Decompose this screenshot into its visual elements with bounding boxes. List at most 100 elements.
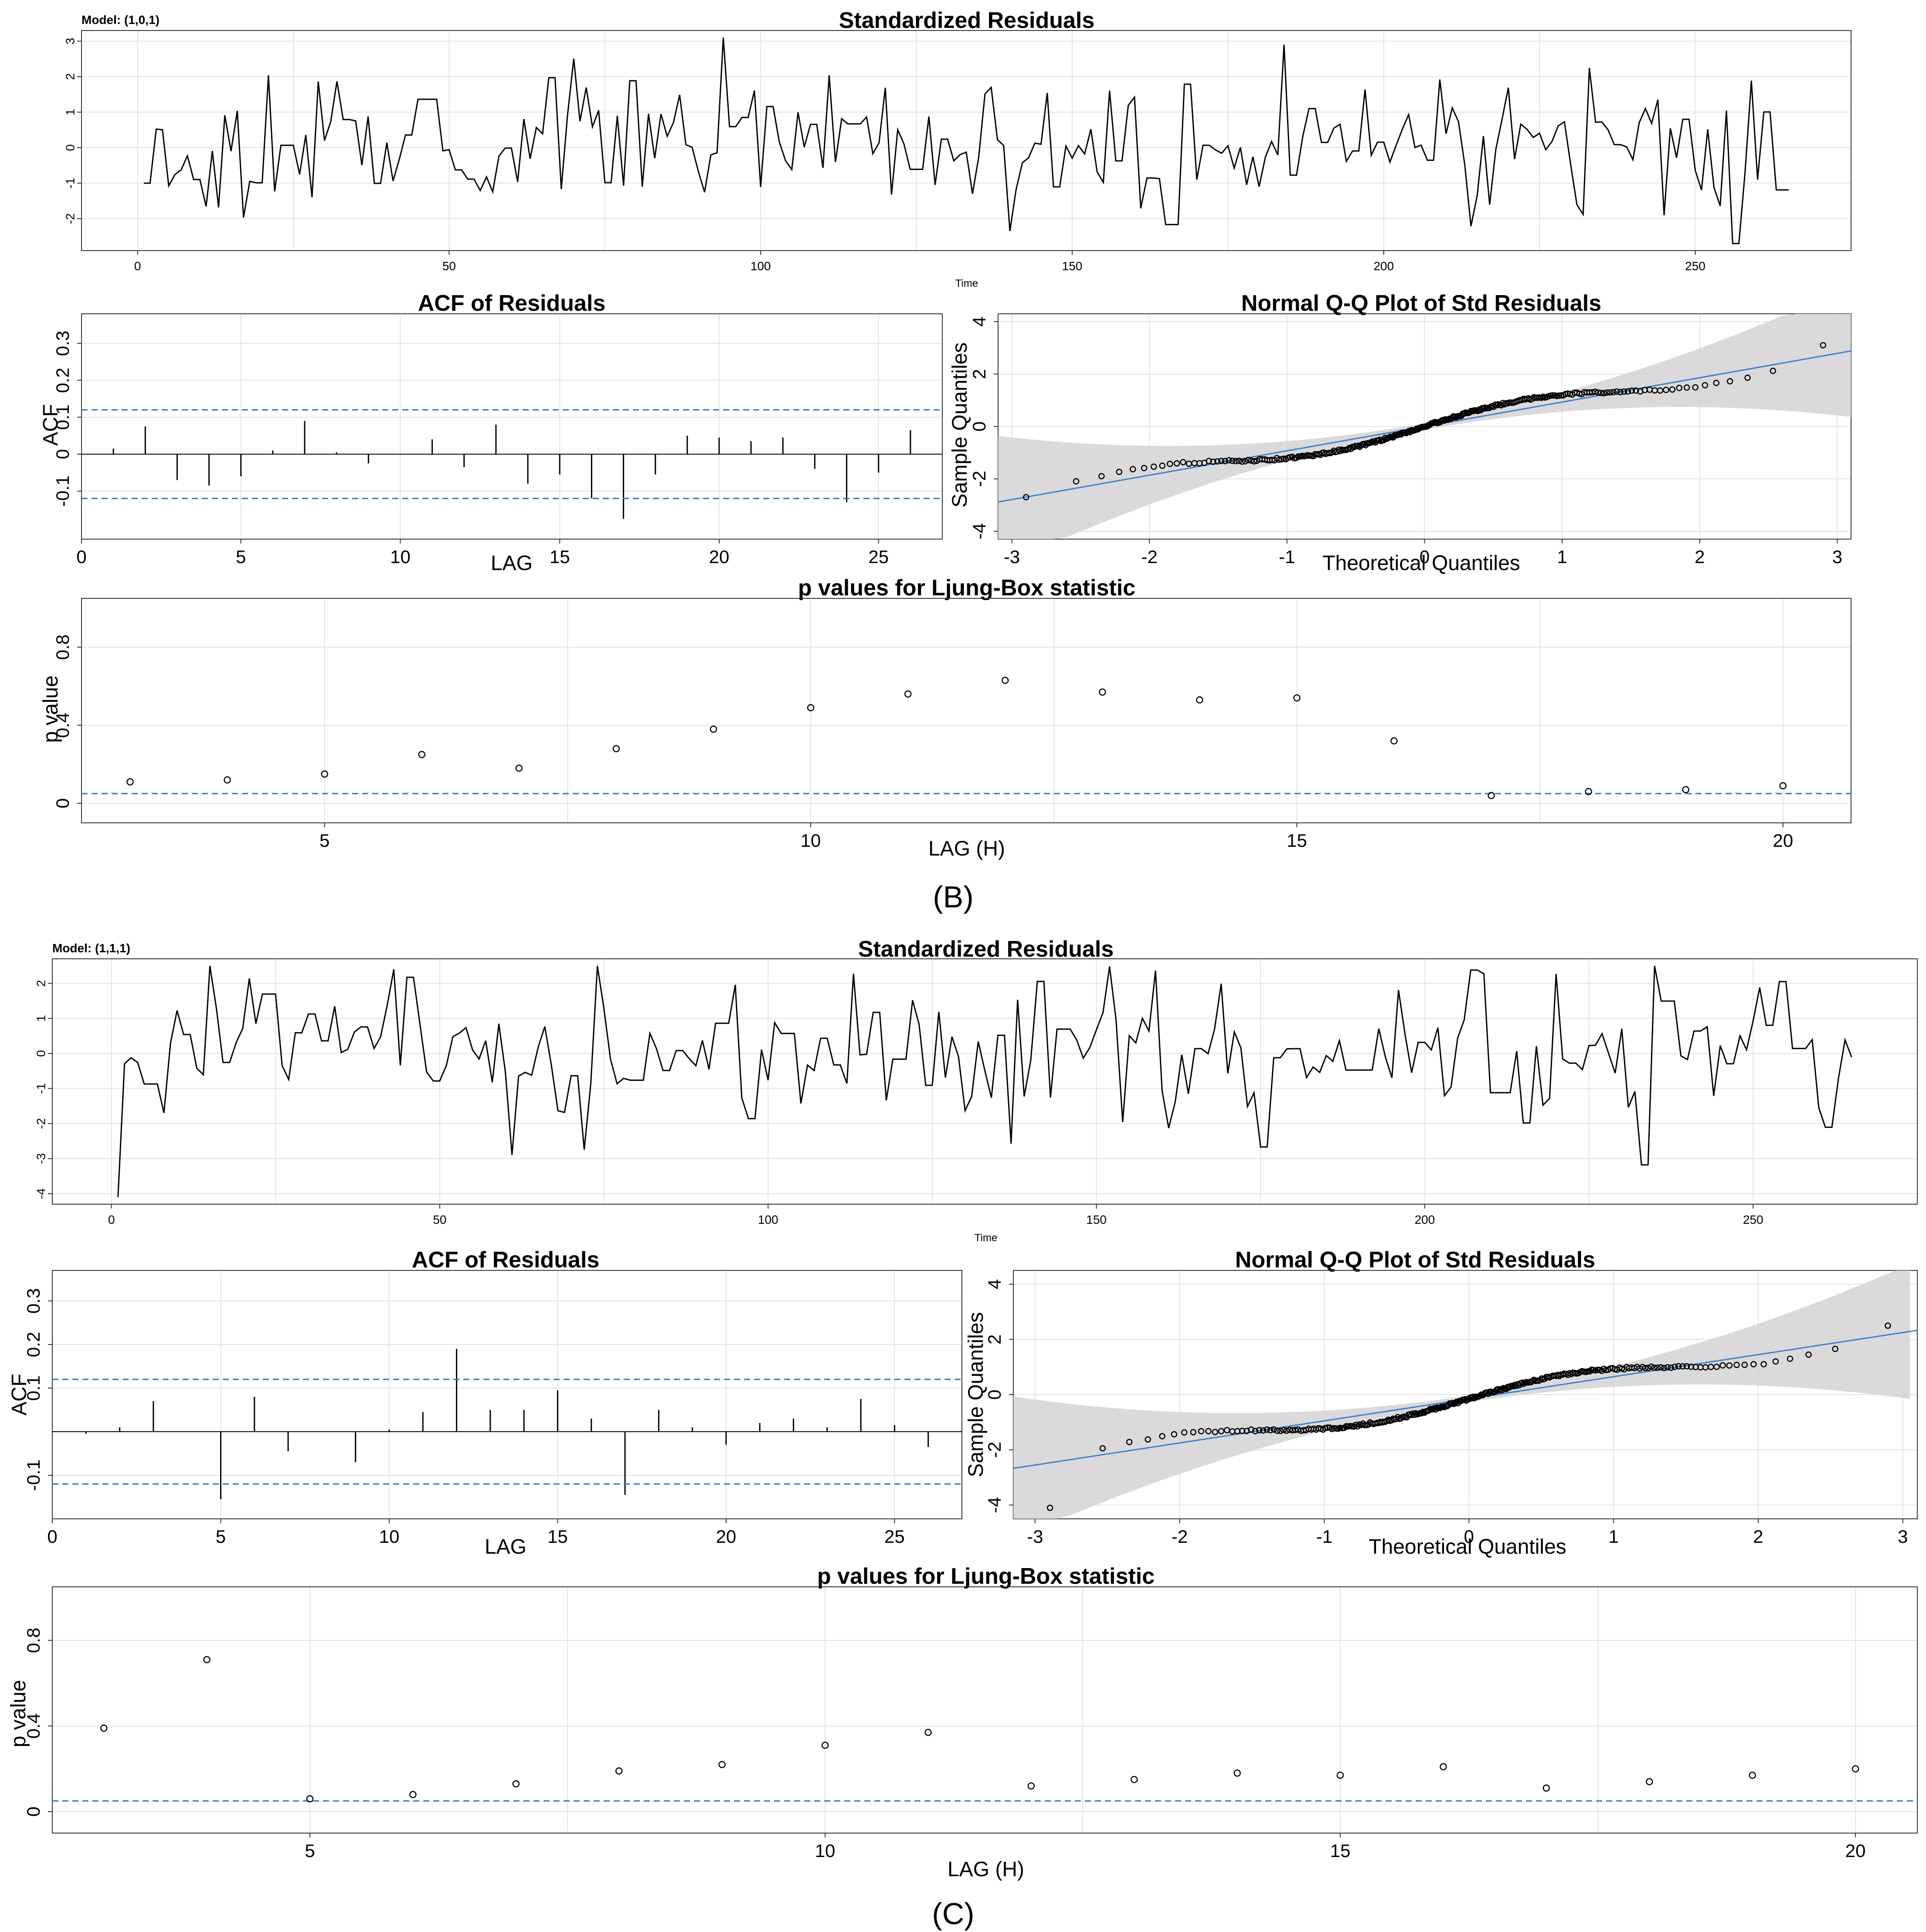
lb-xlabel-b: LAG (H) xyxy=(928,837,1005,860)
lb-point xyxy=(615,1767,623,1775)
qq-point xyxy=(1600,390,1607,397)
x-tick-label: 1 xyxy=(1557,547,1567,567)
qq-point xyxy=(1639,1364,1646,1370)
qq-point xyxy=(1594,1366,1601,1373)
x-tick-label: 15 xyxy=(1330,1840,1351,1861)
y-tick-label: 0 xyxy=(23,1806,44,1817)
lb-point xyxy=(1440,1763,1447,1770)
x-tick-label: 20 xyxy=(716,1526,737,1547)
lb-point xyxy=(321,770,328,778)
x-tick-label: -1 xyxy=(1279,547,1295,567)
y-tick-label: 3 xyxy=(63,38,77,45)
qq-point xyxy=(1664,1364,1671,1371)
y-tick-label: 4 xyxy=(969,316,989,326)
x-tick-label: 5 xyxy=(216,1526,226,1547)
qq-plot-c: -3 -2 -1 0 1 2 3 -4 -2 0 2 4 xyxy=(984,1270,1918,1547)
qq-point xyxy=(1129,466,1136,472)
y-tick-label: 1 xyxy=(34,1015,48,1022)
y-tick-label: -2 xyxy=(34,1118,48,1129)
x-tick-label: 200 xyxy=(1373,259,1394,273)
qq-point xyxy=(1770,367,1777,374)
qq-point xyxy=(1648,1363,1654,1370)
qq-point xyxy=(1218,1428,1225,1435)
y-tick-label: -4 xyxy=(984,1497,1005,1513)
qq-point xyxy=(1595,389,1601,396)
acf-xlabel-b: LAG xyxy=(491,552,533,575)
qq-point xyxy=(1376,436,1383,443)
qq-point xyxy=(1726,1362,1733,1369)
qq-point xyxy=(1679,1363,1686,1370)
qq-point xyxy=(1171,1431,1178,1438)
lb-point xyxy=(306,1795,314,1803)
qq-point xyxy=(1151,463,1157,470)
lb-point xyxy=(710,725,717,733)
qq-xlabel-b: Theoretical Quantiles xyxy=(1322,552,1520,575)
qq-ylabel-b: Sample Quantiles xyxy=(948,343,971,508)
qq-point xyxy=(1283,1427,1290,1434)
qq-point xyxy=(1663,387,1669,393)
lb-title-c: p values for Ljung-Box statistic xyxy=(817,1564,1155,1589)
qq-point xyxy=(1675,1363,1682,1370)
y-tick-label: 0 xyxy=(52,449,73,459)
qq-point xyxy=(1719,1362,1726,1369)
lb-point xyxy=(924,1728,932,1736)
lb-point xyxy=(126,778,134,786)
qq-xlabel-c: Theoretical Quantiles xyxy=(1369,1535,1566,1559)
x-tick-label: 0 xyxy=(1464,1526,1474,1547)
x-tick-label: 3 xyxy=(1898,1526,1908,1547)
qq-point xyxy=(1820,342,1827,349)
x-tick-label: 10 xyxy=(390,547,411,567)
qq-confidence-band xyxy=(1013,1270,1910,1519)
qq-point xyxy=(1832,1345,1838,1352)
y-tick-label: 0.4 xyxy=(23,1713,44,1738)
qq-point xyxy=(1206,458,1212,465)
x-tick-label: 10 xyxy=(801,830,821,851)
qq-point xyxy=(1713,380,1720,386)
x-tick-label: 20 xyxy=(1845,1840,1866,1861)
qq-point xyxy=(1713,1363,1720,1370)
qq-point xyxy=(1361,441,1368,447)
qq-point xyxy=(1173,460,1180,467)
y-tick-label: 0.2 xyxy=(52,367,73,393)
qq-point xyxy=(1264,1426,1270,1433)
y-tick-label: 0 xyxy=(63,144,77,151)
y-tick-label: -2 xyxy=(63,213,77,224)
qq-point xyxy=(1657,1364,1664,1371)
qq-point xyxy=(1236,458,1242,464)
x-tick-label: 100 xyxy=(751,259,771,273)
qq-point xyxy=(1624,388,1631,395)
y-tick-label: 0.1 xyxy=(52,404,73,430)
y-tick-label: 0 xyxy=(969,421,989,431)
qq-point xyxy=(1229,457,1236,464)
qq-point xyxy=(1310,453,1317,459)
x-tick-label: 25 xyxy=(884,1526,905,1547)
x-tick-label: 5 xyxy=(236,547,246,567)
x-tick-label: -3 xyxy=(1004,547,1020,567)
plot-frame xyxy=(81,313,943,540)
qq-point xyxy=(1744,374,1751,381)
qq-point xyxy=(1159,1433,1165,1440)
plot-frame xyxy=(52,1270,962,1519)
resid-xlabel-c: Time xyxy=(975,1232,997,1244)
qq-point xyxy=(1210,458,1216,465)
x-tick-label: 0 xyxy=(134,259,141,273)
qq-point xyxy=(1242,458,1249,465)
acf-plot-b: 0 5 10 15 20 25 -0.1 0 0.1 0.2 0.3 xyxy=(52,313,943,567)
lb-point xyxy=(807,704,815,712)
qq-point xyxy=(1277,1427,1284,1434)
y-tick-label: -0.1 xyxy=(52,475,73,507)
x-tick-label: -1 xyxy=(1316,1526,1332,1547)
resid-plot-b: 0 50 100 150 200 250 -2 -1 0 1 2 3 xyxy=(63,30,1851,273)
lb-point xyxy=(1749,1772,1756,1779)
x-tick-label: 0 xyxy=(1420,547,1430,567)
acf-plot-c: 0 5 10 15 20 25 -0.1 0.1 0.2 0.3 xyxy=(23,1270,962,1547)
qq-point xyxy=(1702,382,1709,389)
qq-point xyxy=(1787,1355,1794,1362)
qq-point xyxy=(1256,1427,1263,1433)
x-tick-label: 20 xyxy=(709,547,730,567)
x-tick-label: -2 xyxy=(1172,1526,1188,1547)
plot-frame xyxy=(52,958,1918,1205)
lb-point xyxy=(1682,786,1690,794)
x-tick-label: 0 xyxy=(108,1213,115,1226)
